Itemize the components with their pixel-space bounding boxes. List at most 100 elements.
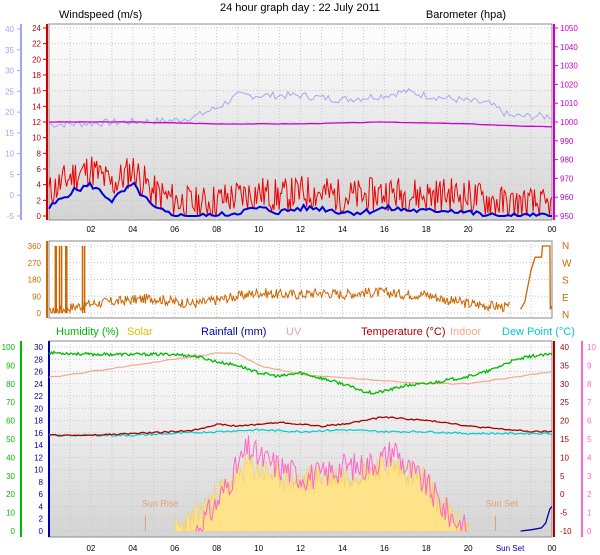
wind-axis-tick-label: 20 [32,55,41,64]
legend-humidity: Humidity (%) [56,326,119,338]
baro-axis-tick-label: 980 [560,156,574,165]
x-axis-tick-label: 10 [254,544,263,553]
compass-label: N [562,310,569,321]
direction-axis-tick-label: 270 [28,259,42,268]
rain-axis-tick-label: 22 [34,392,43,401]
uv-series-line [195,435,468,533]
wind-axis-tick-label: 24 [32,24,41,33]
rain-axis-tick-label: 18 [34,417,43,426]
legend-rainfall-mm: Rainfall (mm) [201,326,266,338]
direction-axis-tick-label: 0 [37,309,42,318]
wind-axis-tick-label: 16 [32,87,41,96]
rain-axis-tick-label: 14 [34,441,43,450]
page-title: 24 hour graph day : 22 July 2011 [220,2,380,14]
temp-axis-tick-label: 25 [560,398,569,407]
baro-axis-tick-label: 970 [560,174,574,183]
temp-axis-tick-label: 10 [560,453,569,462]
wind-panel-x-axis: 02 04 06 08 10 12 14 16 18 20 22 00 [86,225,557,234]
x-axis-tick-label: Sun Set [496,544,525,553]
direction-axis-tick-label: 360 [28,242,42,251]
humidity-axis-tick-label: 80 [6,380,15,389]
rain-axis-tick-label: 10 [34,466,43,475]
x-axis-tick-label: 16 [380,225,389,234]
x-axis-tick-label: 20 [464,225,473,234]
direction-panel-series [48,245,553,315]
x-axis-tick-label: 00 [548,225,557,234]
x-axis-tick-label: 04 [128,544,137,553]
legend-dew-point-c: Dew Point (°C) [502,326,575,338]
temp-axis-tick-label: 5 [560,472,565,481]
rain-axis-tick-label: 20 [34,404,43,413]
humidity-axis-tick-label: 50 [6,435,15,444]
gust-axis-tick-label: 5 [10,170,15,179]
baro-axis-tick-label: 950 [560,212,574,221]
wind-panel-axes: 4035302520151050-52422201816141210864201… [5,24,578,221]
humidity-axis-tick-label: 100 [2,343,16,352]
x-axis-tick-label: 08 [212,544,221,553]
wind-axis-tick-label: 14 [32,102,41,111]
rain-axis-tick-label: 12 [34,453,43,462]
gust-axis-tick-label: 40 [5,25,14,34]
wind-axis-tick-label: 0 [37,212,42,221]
x-axis-tick-label: 12 [296,225,305,234]
uv-axis-tick-label: 9 [587,361,592,370]
direction-axis-tick-label: 180 [28,276,42,285]
humidity-axis-tick-label: 40 [6,453,15,462]
wind-axis-tick-label: 8 [37,149,42,158]
uv-axis-tick-label: 7 [587,398,592,407]
rain-axis-tick-label: 16 [34,429,43,438]
wind-legend-left: Windspeed (m/s) [59,9,142,21]
sunrise-label: Sun Rise [142,498,179,508]
direction-series-line [48,286,511,315]
climate-panel-axes: 1009080706050403020100302826242220181614… [2,343,597,536]
x-axis-tick-label: 06 [170,225,179,234]
temp-axis-tick-label: 30 [560,380,569,389]
humidity-axis-tick-label: 90 [6,361,15,370]
uv-axis-tick-label: 8 [587,380,592,389]
climate-panel-x-axis: 02 04 06 08 10 12 14 16 18 20 Sun Set 00 [86,544,557,553]
x-axis-tick-label: 12 [296,544,305,553]
wind-axis-tick-label: 4 [37,181,42,190]
climate-panel-series: Sun Rise Sun Set [48,350,553,533]
temp-axis-tick-label: 40 [560,343,569,352]
compass-label: N [562,241,569,252]
gust-axis-tick-label: 35 [5,46,14,55]
x-axis-tick-label: 06 [170,544,179,553]
baro-axis-tick-label: 1010 [560,99,578,108]
dewpoint-series-line [48,428,553,437]
baro-axis-tick-label: 960 [560,193,574,202]
uv-axis-tick-label: 6 [587,417,592,426]
humidity-axis-tick-label: 20 [6,490,15,499]
rain-axis-tick-label: 28 [34,355,43,364]
uv-axis-tick-label: 0 [587,527,592,536]
baro-axis-tick-label: 1040 [560,43,578,52]
x-axis-tick-label: 20 [464,544,473,553]
climate-panel-legend: Humidity (%) Solar Rainfall (mm) UV Temperat… [56,326,575,338]
humidity-axis-tick-label: 30 [6,472,15,481]
compass-label: E [562,293,569,304]
uv-axis-tick-label: 2 [587,490,592,499]
direction-late-segment [520,245,553,310]
wind-axis-tick-label: 2 [37,196,42,205]
temp-axis-tick-label: 35 [560,361,569,370]
humidity-series-line [48,350,553,395]
baro-axis-tick-label: 1050 [560,24,578,33]
x-axis-tick-label: 02 [86,544,95,553]
x-axis-tick-label: 14 [338,544,347,553]
humidity-axis-tick-label: 10 [6,509,15,518]
gust-axis-tick-label: 20 [5,108,14,117]
uv-axis-tick-label: 10 [587,343,596,352]
direction-axis-tick-label: 90 [32,292,41,301]
wind-axis-tick-label: 6 [37,165,42,174]
x-axis-tick-label: 02 [86,225,95,234]
temp-axis-tick-label: 15 [560,435,569,444]
temp-axis-tick-label: 0 [560,490,565,499]
legend-uv: UV [286,326,302,338]
direction-spikes [54,246,86,313]
x-axis-tick-label: 16 [380,544,389,553]
temp-axis-tick-label: 20 [560,417,569,426]
rain-axis-tick-label: 4 [39,502,44,511]
baro-axis-tick-label: 1020 [560,80,578,89]
gust-axis-tick-label: 30 [5,67,14,76]
